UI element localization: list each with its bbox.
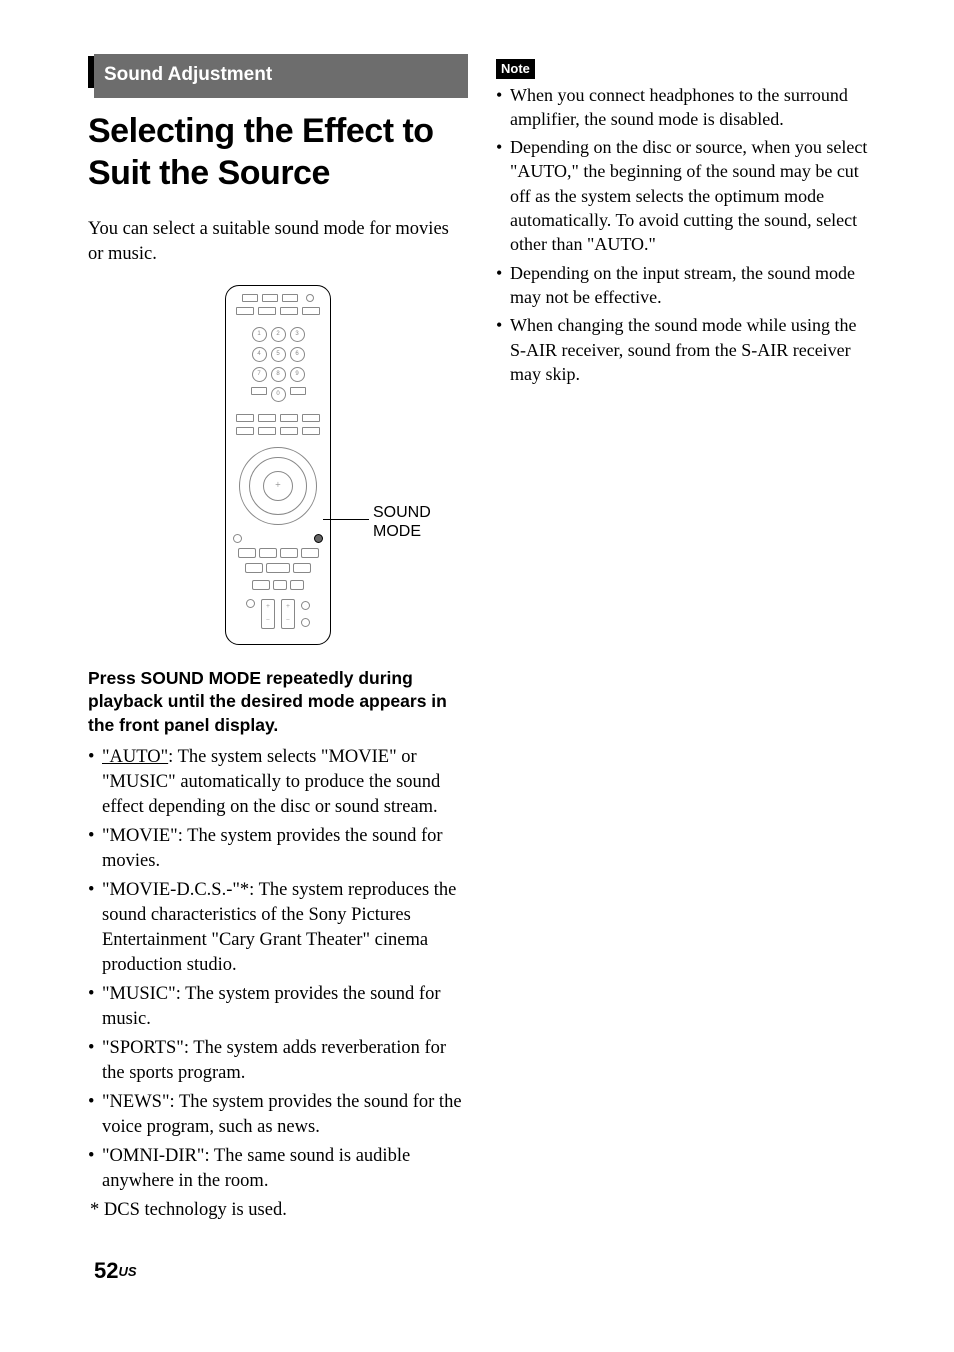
left-column: Sound Adjustment Selecting the Effect to… [88, 56, 468, 1223]
section-header: Sound Adjustment [94, 54, 468, 98]
callout-label: SOUND MODE [373, 503, 431, 541]
mode-label: "AUTO" [102, 747, 168, 767]
mode-item-news: "NEWS": The system provides the sound fo… [88, 1090, 468, 1140]
instruction-text: Press SOUND MODE repeatedly during playb… [88, 667, 468, 738]
remote-dot-left [233, 534, 242, 543]
mode-item-movie: "MOVIE": The system provides the sound f… [88, 824, 468, 874]
page-number: 52US [94, 1256, 137, 1286]
intro-text: You can select a suitable sound mode for… [88, 217, 468, 267]
page-number-value: 52 [94, 1258, 118, 1283]
sound-mode-button-icon [314, 534, 323, 543]
callout-line1: SOUND [373, 504, 431, 521]
note-item: When you connect headphones to the surro… [496, 83, 876, 132]
callout-line2: MODE [373, 523, 421, 540]
remote-illustration: 123 456 789 0 + [225, 285, 331, 645]
mode-label: "SPORTS" [102, 1038, 184, 1058]
page-content: Sound Adjustment Selecting the Effect to… [88, 56, 878, 1223]
mode-item-moviedcs: "MOVIE-D.C.S.-"*: The system reproduces … [88, 878, 468, 978]
note-badge: Note [496, 59, 535, 79]
right-column: Note When you connect headphones to the … [496, 56, 876, 1223]
mode-item-auto: "AUTO": The system selects "MOVIE" or "M… [88, 745, 468, 820]
callout-leader-line [323, 519, 369, 520]
note-item: Depending on the disc or source, when yo… [496, 135, 876, 256]
mode-label: "MOVIE" [102, 826, 178, 846]
mode-label: "MOVIE-D.C.S.-"* [102, 880, 249, 900]
note-list: When you connect headphones to the surro… [496, 83, 876, 387]
mode-label: "NEWS" [102, 1092, 170, 1112]
footnote-text: * DCS technology is used. [88, 1198, 468, 1223]
mode-list: "AUTO": The system selects "MOVIE" or "M… [88, 745, 468, 1193]
note-item: Depending on the input stream, the sound… [496, 261, 876, 310]
mode-item-omni: "OMNI-DIR": The same sound is audible an… [88, 1144, 468, 1194]
mode-item-sports: "SPORTS": The system adds reverberation … [88, 1036, 468, 1086]
note-item: When changing the sound mode while using… [496, 313, 876, 386]
page-region: US [118, 1264, 136, 1279]
page-title: Selecting the Effect to Suit the Source [88, 110, 468, 195]
mode-label: "OMNI-DIR" [102, 1146, 204, 1166]
mode-item-music: "MUSIC": The system provides the sound f… [88, 982, 468, 1032]
mode-label: "MUSIC" [102, 984, 176, 1004]
remote-illustration-wrap: 123 456 789 0 + [88, 285, 468, 645]
